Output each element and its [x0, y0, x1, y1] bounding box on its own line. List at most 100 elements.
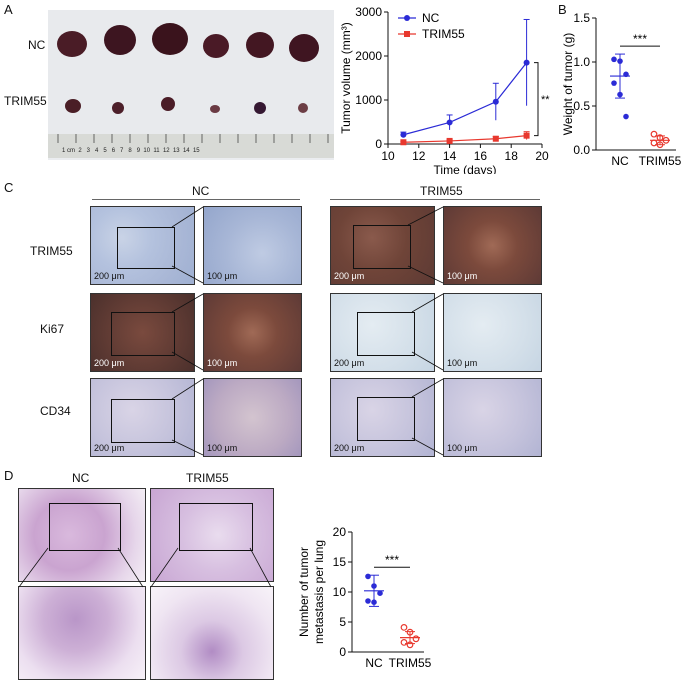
ihc-trim55-cd34-high: 100 μm — [443, 378, 542, 457]
ihc-nc-ki67-high: 100 μm — [203, 293, 302, 372]
data-point — [656, 134, 664, 142]
scale-bar-100: 100 μm — [207, 358, 238, 368]
data-point — [371, 599, 377, 605]
x-tick-label: 14 — [443, 149, 457, 163]
he-nc-high — [18, 586, 146, 680]
legend-label: TRIM55 — [422, 27, 465, 41]
x-tick-label: 16 — [474, 149, 488, 163]
inset-box — [179, 503, 253, 551]
data-point — [412, 635, 420, 643]
ihc-trim55-ki67-low: 200 μm — [330, 293, 435, 372]
scale-bar-200: 200 μm — [94, 271, 125, 281]
data-point — [492, 98, 499, 105]
legend-marker — [404, 15, 410, 21]
legend-label: NC — [422, 11, 440, 25]
data-point — [371, 583, 377, 589]
d-group-label-trim55: TRIM55 — [186, 471, 229, 485]
inset-box — [111, 399, 175, 443]
y-tick-label: 0.0 — [573, 143, 590, 157]
row-label-nc: NC — [28, 38, 46, 52]
panel-letter-a: A — [4, 2, 13, 17]
y-tick-label: 3000 — [355, 5, 382, 19]
inset-box — [357, 312, 415, 356]
x-tick-label: 20 — [535, 149, 549, 163]
x-tick-label: NC — [365, 656, 383, 670]
y-tick-label: 0 — [339, 645, 346, 659]
panel-letter-d: D — [4, 468, 14, 483]
tumor-photo: 1 cm 2 3 4 5 6 7 8 9 10 11 12 13 14 15 — [48, 10, 334, 160]
nc-group-line — [92, 199, 300, 200]
data-point — [492, 135, 499, 142]
data-point — [623, 113, 629, 120]
series-line-nc — [403, 62, 528, 136]
y-tick-label: 2000 — [355, 49, 382, 63]
data-point — [611, 80, 617, 86]
group-label-trim55: TRIM55 — [420, 184, 463, 198]
ihc-trim55-trim55-high: 100 μm — [443, 206, 542, 285]
legend-marker — [404, 31, 410, 37]
y-tick-label: 5 — [339, 615, 346, 629]
scale-bar-200: 200 μm — [334, 443, 365, 453]
y-tick-label: 10 — [333, 585, 347, 599]
x-tick-label: 12 — [412, 149, 426, 163]
x-tick-label: NC — [611, 154, 629, 168]
scale-bar-100: 100 μm — [207, 443, 238, 453]
panel-letter-c: C — [4, 180, 14, 195]
ihc-nc-trim55-low: 200 μm — [90, 206, 195, 285]
data-point — [400, 623, 408, 631]
data-point — [446, 119, 453, 126]
data-point — [406, 628, 414, 636]
inset-box — [111, 312, 175, 356]
y-tick-label: 0 — [375, 137, 382, 151]
row-label-trim55: TRIM55 — [4, 94, 47, 108]
significance-label: *** — [385, 553, 399, 567]
data-point — [377, 590, 383, 596]
data-point — [400, 131, 407, 138]
data-point — [523, 132, 530, 139]
inset-box — [357, 397, 415, 441]
scale-bar-100: 100 μm — [447, 271, 478, 281]
y-tick-label: 15 — [333, 555, 347, 569]
tumor-photo-graphic — [48, 10, 334, 158]
scale-bar-100: 100 μm — [447, 443, 478, 453]
scale-bar-200: 200 μm — [334, 358, 365, 368]
data-point — [623, 71, 629, 78]
d-group-label-nc: NC — [72, 471, 90, 485]
scale-bar-100: 100 μm — [447, 358, 478, 368]
trim55-group-line — [330, 199, 540, 200]
y-axis-label: Weight of tumor (g) — [561, 33, 575, 135]
inset-box — [353, 225, 411, 269]
ihc-trim55-ki67-high: 100 μm — [443, 293, 542, 372]
y-axis-label-line1: Number of tumor — [297, 547, 311, 637]
ihc-nc-trim55-high: 100 μm — [203, 206, 302, 285]
he-trim55-low — [150, 488, 274, 582]
ihc-nc-cd34-high: 100 μm — [203, 378, 302, 457]
ihc-nc-cd34-low: 200 μm — [90, 378, 195, 457]
series-line-trim55 — [403, 135, 527, 143]
row-label-trim55-ihc: TRIM55 — [30, 244, 73, 258]
panel-letter-b: B — [558, 2, 567, 17]
y-tick-label: 0.5 — [573, 99, 590, 113]
tumor-volume-chart: 0 1000 2000 3000 10 12 14 16 18 20 Time (days) Tumo… — [339, 5, 550, 174]
row-label-cd34: CD34 — [40, 404, 71, 418]
x-tick-label: 10 — [381, 149, 395, 163]
y-axis-label: Tumor volume (mm³) — [339, 22, 353, 134]
row-label-ki67: Ki67 — [40, 322, 65, 336]
y-tick-label: 1000 — [355, 93, 382, 107]
scale-bar-200: 200 μm — [334, 271, 365, 281]
data-point — [523, 59, 530, 66]
scale-bar-100: 100 μm — [207, 271, 238, 281]
significance-bracket — [534, 62, 539, 137]
data-point — [611, 56, 617, 63]
tumor-weight-chart: 0.0 0.5 1.0 1.5 NC TRIM55 *** Weight of tumor (… — [561, 11, 682, 168]
inset-box — [117, 227, 175, 269]
he-nc-low — [18, 488, 146, 582]
ihc-nc-ki67-low: 200 μm — [90, 293, 195, 372]
scale-bar-200: 200 μm — [94, 443, 125, 453]
ihc-trim55-trim55-low: 200 μm — [330, 206, 435, 285]
x-tick-label: TRIM55 — [389, 656, 432, 670]
y-axis-label-line2: metastasis per lung — [312, 540, 326, 644]
he-trim55-high — [150, 586, 274, 680]
group-label-nc: NC — [192, 184, 210, 198]
